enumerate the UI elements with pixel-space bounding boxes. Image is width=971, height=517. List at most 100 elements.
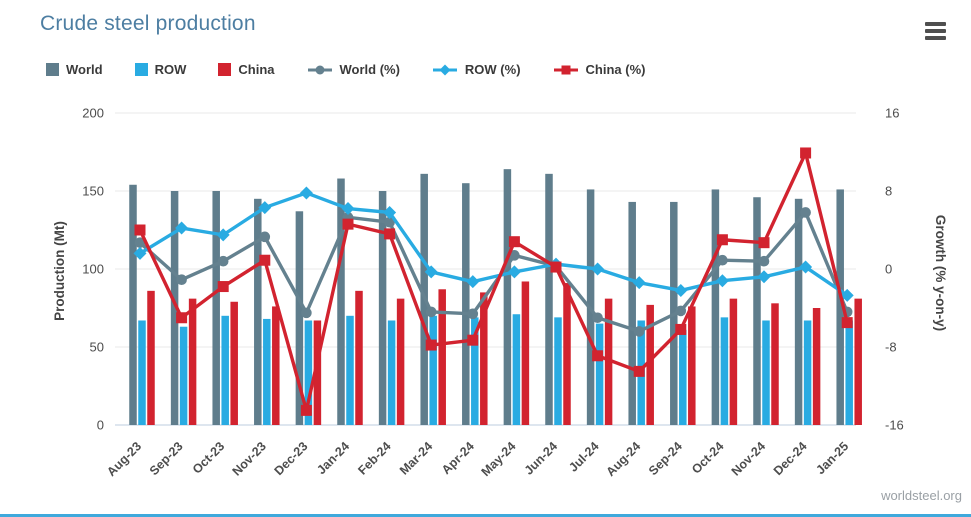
point-world-pct[interactable] bbox=[217, 255, 229, 267]
point-world-pct[interactable] bbox=[717, 254, 728, 266]
bar-row[interactable] bbox=[595, 323, 604, 425]
bar-china[interactable] bbox=[147, 290, 155, 425]
bar-row[interactable] bbox=[387, 320, 396, 425]
point-china-pct[interactable] bbox=[550, 261, 562, 273]
point-china-pct[interactable] bbox=[675, 323, 687, 335]
point-china-pct[interactable] bbox=[508, 236, 520, 248]
point-row-pct[interactable] bbox=[840, 288, 854, 302]
legend-item-china[interactable]: China bbox=[218, 62, 275, 77]
bar-world[interactable] bbox=[337, 178, 345, 425]
point-world-pct[interactable] bbox=[425, 306, 437, 318]
bar-row[interactable] bbox=[221, 315, 229, 425]
point-china-pct[interactable] bbox=[425, 339, 437, 351]
bar-china[interactable] bbox=[563, 283, 571, 425]
bar-china[interactable] bbox=[604, 298, 613, 425]
point-row-pct[interactable] bbox=[341, 202, 355, 216]
point-china-pct[interactable] bbox=[841, 317, 853, 329]
bar-world[interactable] bbox=[170, 191, 179, 425]
point-world-pct[interactable] bbox=[134, 237, 146, 248]
bar-china[interactable] bbox=[854, 298, 862, 425]
bar-china[interactable] bbox=[272, 306, 280, 425]
bar-row[interactable] bbox=[720, 317, 729, 425]
bar-china[interactable] bbox=[313, 320, 322, 425]
point-china-pct[interactable] bbox=[300, 404, 312, 416]
bar-china[interactable] bbox=[688, 306, 696, 425]
point-china-pct[interactable] bbox=[800, 147, 812, 159]
point-row-pct[interactable] bbox=[466, 275, 480, 289]
bar-world[interactable] bbox=[753, 197, 761, 425]
legend-item-row[interactable]: ROW bbox=[134, 62, 186, 77]
point-row-pct[interactable] bbox=[216, 228, 230, 242]
bar-world[interactable] bbox=[295, 211, 304, 425]
bar-row[interactable] bbox=[138, 320, 146, 425]
point-world-pct[interactable] bbox=[384, 216, 395, 228]
point-china-pct[interactable] bbox=[217, 281, 229, 293]
legend-item-world[interactable]: World bbox=[46, 62, 103, 77]
point-row-pct[interactable] bbox=[591, 262, 605, 276]
point-china-pct[interactable] bbox=[716, 234, 728, 246]
point-world-pct[interactable] bbox=[509, 250, 520, 261]
bar-row[interactable] bbox=[471, 317, 479, 425]
point-china-pct[interactable] bbox=[259, 254, 271, 266]
bar-world[interactable] bbox=[503, 169, 512, 425]
point-china-pct[interactable] bbox=[134, 224, 146, 236]
point-row-pct[interactable] bbox=[424, 265, 438, 279]
point-world-pct[interactable] bbox=[800, 207, 811, 218]
point-row-pct[interactable] bbox=[715, 274, 729, 288]
point-world-pct[interactable] bbox=[633, 326, 645, 337]
bar-china[interactable] bbox=[771, 303, 779, 425]
bar-world[interactable] bbox=[462, 183, 470, 425]
point-row-pct[interactable] bbox=[258, 201, 272, 215]
bar-world[interactable] bbox=[628, 201, 636, 425]
point-china-pct[interactable] bbox=[758, 237, 770, 249]
bar-row[interactable] bbox=[429, 315, 437, 425]
bar-row[interactable] bbox=[263, 318, 271, 425]
bar-china[interactable] bbox=[230, 301, 238, 425]
point-china-pct[interactable] bbox=[592, 350, 604, 362]
point-row-pct[interactable] bbox=[757, 270, 771, 284]
bar-world[interactable] bbox=[794, 198, 803, 425]
menu-button[interactable] bbox=[925, 21, 949, 41]
bar-row[interactable] bbox=[845, 320, 853, 425]
legend-item-row-pct[interactable]: ROW (%) bbox=[432, 62, 521, 77]
point-world-pct[interactable] bbox=[176, 274, 187, 286]
bar-row[interactable] bbox=[554, 317, 562, 425]
point-row-pct[interactable] bbox=[507, 265, 521, 279]
point-china-pct[interactable] bbox=[467, 334, 479, 346]
bar-row[interactable] bbox=[512, 314, 521, 425]
point-row-pct[interactable] bbox=[632, 276, 646, 290]
bar-row[interactable] bbox=[762, 320, 770, 425]
legend-item-world-pct[interactable]: World (%) bbox=[307, 62, 400, 77]
bar-china[interactable] bbox=[646, 304, 654, 425]
point-row-pct[interactable] bbox=[799, 260, 813, 274]
point-china-pct[interactable] bbox=[633, 365, 645, 377]
point-row-pct[interactable] bbox=[299, 186, 313, 200]
bar-row[interactable] bbox=[346, 315, 354, 425]
point-world-pct[interactable] bbox=[301, 307, 312, 319]
bar-world[interactable] bbox=[378, 191, 387, 425]
bar-world[interactable] bbox=[254, 198, 262, 425]
point-world-pct[interactable] bbox=[592, 312, 603, 324]
point-china-pct[interactable] bbox=[384, 228, 396, 240]
point-china-pct[interactable] bbox=[342, 218, 354, 230]
point-row-pct[interactable] bbox=[383, 205, 397, 219]
bar-china[interactable] bbox=[521, 281, 530, 425]
bar-world[interactable] bbox=[711, 189, 720, 425]
bar-row[interactable] bbox=[803, 320, 812, 425]
point-world-pct[interactable] bbox=[758, 255, 770, 267]
bar-world[interactable] bbox=[836, 189, 844, 425]
bar-world[interactable] bbox=[212, 191, 220, 425]
point-row-pct[interactable] bbox=[175, 221, 189, 235]
point-world-pct[interactable] bbox=[675, 305, 687, 317]
bar-china[interactable] bbox=[355, 290, 363, 425]
bar-row[interactable] bbox=[679, 329, 687, 425]
point-china-pct[interactable] bbox=[176, 312, 188, 324]
point-row-pct[interactable] bbox=[674, 283, 688, 297]
bar-china[interactable] bbox=[729, 298, 738, 425]
point-world-pct[interactable] bbox=[467, 308, 479, 320]
bar-china[interactable] bbox=[480, 292, 488, 425]
legend-item-china-pct[interactable]: China (%) bbox=[553, 62, 645, 77]
bar-china[interactable] bbox=[396, 298, 405, 425]
point-row-pct[interactable] bbox=[133, 246, 147, 260]
point-world-pct[interactable] bbox=[259, 231, 271, 243]
